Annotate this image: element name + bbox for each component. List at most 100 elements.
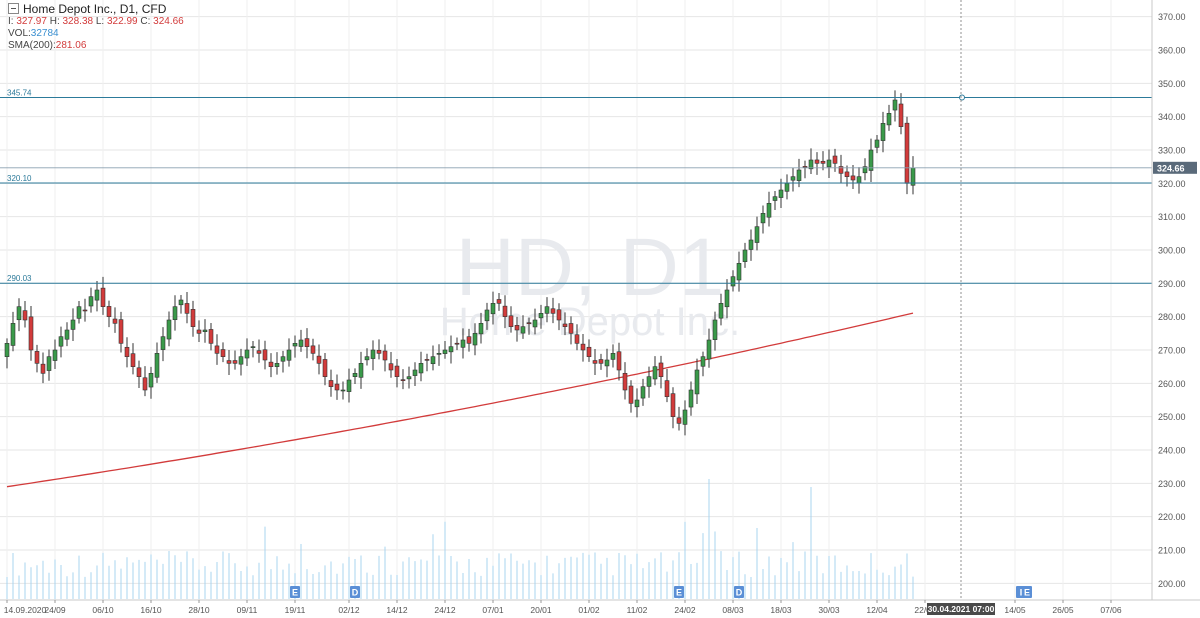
candle-up[interactable] xyxy=(94,289,100,301)
candle-down[interactable] xyxy=(502,305,508,317)
candle-up[interactable] xyxy=(748,239,754,250)
candle-up[interactable] xyxy=(46,356,52,371)
candle-down[interactable] xyxy=(664,380,670,397)
candle-up[interactable] xyxy=(364,356,370,361)
candle-down[interactable] xyxy=(586,346,592,357)
candle-up[interactable] xyxy=(784,183,790,192)
candle-down[interactable] xyxy=(124,346,130,357)
candle-up[interactable] xyxy=(460,339,466,348)
candle-down[interactable] xyxy=(322,359,328,377)
candle-down[interactable] xyxy=(100,287,106,307)
candle-down[interactable] xyxy=(328,380,334,387)
candle-up[interactable] xyxy=(352,373,358,377)
candle-down[interactable] xyxy=(196,329,202,334)
candle-down[interactable] xyxy=(400,379,406,381)
candle-up[interactable] xyxy=(772,196,778,201)
candle-down[interactable] xyxy=(844,171,850,177)
candle-up[interactable] xyxy=(634,399,640,408)
candle-up[interactable] xyxy=(10,323,16,346)
candle-up[interactable] xyxy=(694,369,700,395)
candle-down[interactable] xyxy=(466,336,472,344)
candle-up[interactable] xyxy=(64,329,70,340)
candle-up[interactable] xyxy=(52,349,58,361)
candle-down[interactable] xyxy=(130,353,136,367)
candle-up[interactable] xyxy=(736,263,742,281)
candle-up[interactable] xyxy=(856,176,862,184)
candle-up[interactable] xyxy=(760,213,766,224)
candle-up[interactable] xyxy=(154,353,160,378)
candle-up[interactable] xyxy=(862,166,868,174)
candle-down[interactable] xyxy=(136,367,142,377)
event-marker[interactable] xyxy=(1022,586,1032,598)
candle-down[interactable] xyxy=(556,309,562,321)
candle-down[interactable] xyxy=(562,323,568,327)
candle-down[interactable] xyxy=(904,122,910,184)
candle-up[interactable] xyxy=(718,303,724,319)
candle-down[interactable] xyxy=(310,345,316,354)
candle-up[interactable] xyxy=(148,373,154,388)
candle-up[interactable] xyxy=(286,349,292,361)
candle-up[interactable] xyxy=(646,376,652,387)
candle-up[interactable] xyxy=(652,366,658,380)
event-marker[interactable] xyxy=(734,586,744,598)
event-marker[interactable] xyxy=(350,586,360,598)
candle-down[interactable] xyxy=(304,338,310,347)
candle-down[interactable] xyxy=(658,362,664,377)
candle-down[interactable] xyxy=(82,309,88,312)
candle-up[interactable] xyxy=(76,306,82,319)
candle-up[interactable] xyxy=(484,309,490,322)
candle-up[interactable] xyxy=(778,189,784,198)
candle-down[interactable] xyxy=(208,329,214,344)
candle-up[interactable] xyxy=(346,379,352,392)
candle-up[interactable] xyxy=(16,306,22,321)
candle-down[interactable] xyxy=(112,318,118,324)
candle-up[interactable] xyxy=(610,353,616,360)
candle-up[interactable] xyxy=(742,249,748,262)
candle-down[interactable] xyxy=(514,325,520,331)
candle-up[interactable] xyxy=(472,333,478,346)
candle-down[interactable] xyxy=(214,345,220,354)
candle-up[interactable] xyxy=(88,296,94,307)
candle-up[interactable] xyxy=(160,336,166,350)
candle-up[interactable] xyxy=(406,376,412,380)
candle-up[interactable] xyxy=(682,409,688,425)
candle-down[interactable] xyxy=(568,323,574,334)
candle-down[interactable] xyxy=(508,315,514,327)
candle-up[interactable] xyxy=(178,299,184,306)
candle-up[interactable] xyxy=(490,303,496,315)
candle-down[interactable] xyxy=(382,350,388,361)
candle-up[interactable] xyxy=(202,329,208,332)
candle-up[interactable] xyxy=(790,176,796,181)
candle-up[interactable] xyxy=(808,159,814,170)
candle-down[interactable] xyxy=(40,363,46,374)
candle-down[interactable] xyxy=(256,350,262,354)
candle-down[interactable] xyxy=(802,166,808,168)
candle-up[interactable] xyxy=(706,339,712,360)
candle-up[interactable] xyxy=(712,319,718,340)
candle-up[interactable] xyxy=(442,349,448,354)
candle-down[interactable] xyxy=(118,319,124,344)
candle-up[interactable] xyxy=(70,319,76,330)
candle-up[interactable] xyxy=(538,313,544,319)
candle-up[interactable] xyxy=(298,339,304,347)
candle-down[interactable] xyxy=(580,343,586,351)
candle-up[interactable] xyxy=(520,326,526,334)
candle-down[interactable] xyxy=(142,377,148,391)
candle-up[interactable] xyxy=(412,369,418,376)
candle-down[interactable] xyxy=(316,355,322,364)
level-anchor-handle[interactable] xyxy=(959,94,965,101)
candle-down[interactable] xyxy=(34,351,40,364)
candle-up[interactable] xyxy=(868,149,874,171)
candle-up[interactable] xyxy=(754,226,760,243)
candle-up[interactable] xyxy=(766,203,772,218)
candle-up[interactable] xyxy=(826,159,832,168)
candle-down[interactable] xyxy=(190,309,196,327)
candle-up[interactable] xyxy=(274,363,280,367)
event-marker[interactable] xyxy=(290,586,300,598)
candle-up[interactable] xyxy=(166,319,172,340)
candle-up[interactable] xyxy=(244,349,250,359)
candle-down[interactable] xyxy=(226,360,232,364)
candle-up[interactable] xyxy=(292,343,298,347)
